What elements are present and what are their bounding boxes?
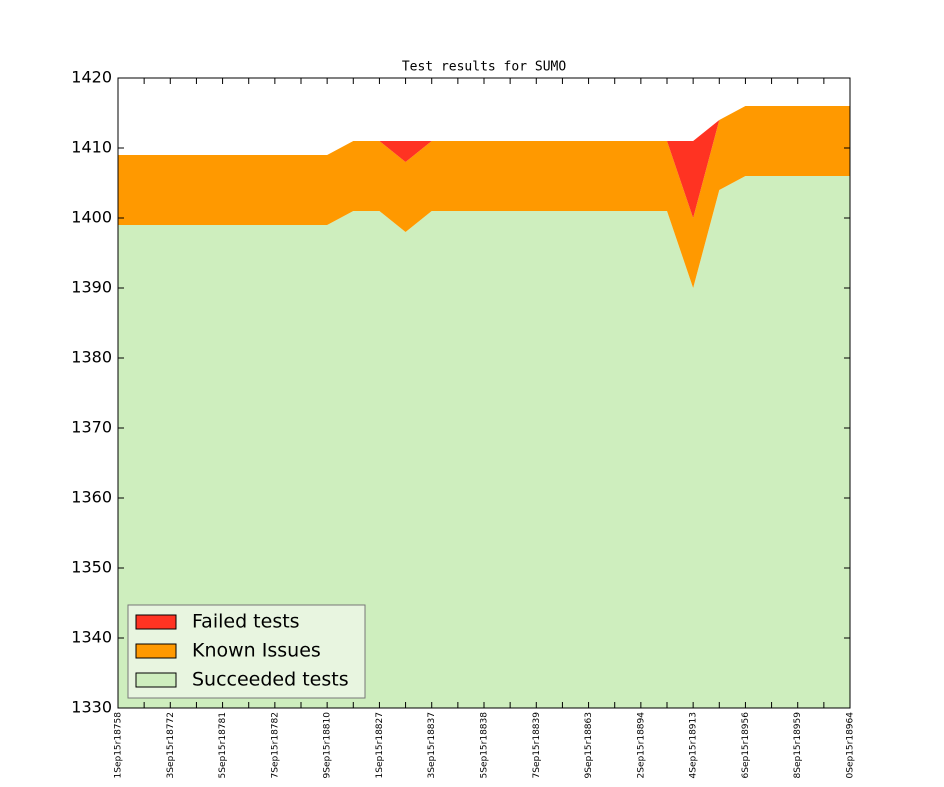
y-tick-label: 1390 <box>71 278 112 297</box>
y-tick-label: 1370 <box>71 418 112 437</box>
x-tick-label: 7Sep15r18839 <box>532 712 542 779</box>
legend-swatch <box>135 643 177 659</box>
x-tick-label: 8Sep15r18959 <box>793 712 803 779</box>
plot-areas <box>118 106 850 708</box>
x-tick-label: 1Sep15r18758 <box>114 712 124 779</box>
area <box>118 106 850 218</box>
chart-title: Test results for SUMO <box>402 60 567 75</box>
y-tick-label: 1410 <box>71 138 112 157</box>
y-tick-label: 1350 <box>71 558 112 577</box>
x-tick-label: 1Sep15r18827 <box>375 712 385 778</box>
x-tick-label: 0Sep15r18964 <box>846 712 856 779</box>
legend-swatch <box>135 614 177 630</box>
y-tick-label: 1420 <box>71 68 112 87</box>
legend-label: Succeeded tests <box>192 669 349 691</box>
area <box>118 106 850 288</box>
x-tick-label: 4Sep15r18913 <box>689 712 699 778</box>
x-tick-label: 3Sep15r18837 <box>427 712 437 778</box>
y-tick-label: 1330 <box>71 698 112 717</box>
x-tick-label: 9Sep15r18863 <box>584 712 594 778</box>
axes: 1330 1340 1350 1360 1370 1380 1390 1400 1410 1420… <box>71 68 855 779</box>
y-tick-label: 1360 <box>71 488 112 507</box>
x-tick-label: 3Sep15r18772 <box>166 712 176 778</box>
x-tick-label: 6Sep15r18956 <box>741 712 751 779</box>
x-tick-label: 7Sep15r18782 <box>270 712 280 778</box>
x-tick-label: 5Sep15r18838 <box>480 712 490 779</box>
x-tick-label: 2Sep15r18894 <box>636 712 646 779</box>
y-tick-label: 1380 <box>71 348 112 367</box>
legend: Failed tests Known Issues Succeeded tests <box>127 604 366 699</box>
legend-swatch <box>135 672 177 688</box>
y-tick-label: 1340 <box>71 628 112 647</box>
area <box>118 176 850 708</box>
legend-label: Known Issues <box>192 640 321 662</box>
x-tick-label: 5Sep15r18781 <box>218 712 228 778</box>
legend-label: Failed tests <box>192 611 300 633</box>
y-tick-label: 1400 <box>71 208 112 227</box>
x-tick-label: 9Sep15r18810 <box>323 712 333 779</box>
